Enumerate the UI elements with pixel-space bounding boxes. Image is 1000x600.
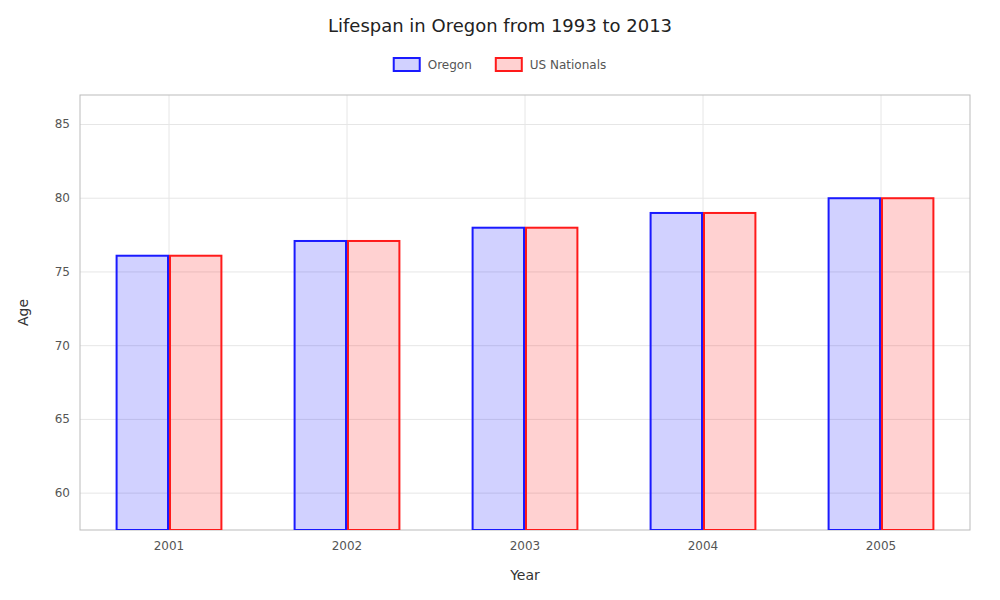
y-axis-label: Age	[15, 299, 31, 326]
bar	[651, 213, 702, 530]
x-tick-label: 2003	[510, 539, 541, 553]
bar	[882, 198, 933, 530]
bar	[704, 213, 755, 530]
x-tick-label: 2004	[688, 539, 719, 553]
y-tick-label: 85	[55, 117, 70, 131]
bar	[348, 241, 399, 530]
x-tick-label: 2001	[154, 539, 185, 553]
x-tick-label: 2005	[866, 539, 897, 553]
legend-swatch	[496, 58, 522, 71]
bar	[473, 228, 524, 530]
y-tick-label: 75	[55, 265, 70, 279]
bars	[117, 198, 934, 530]
x-axis-label: Year	[509, 567, 540, 583]
bar	[829, 198, 880, 530]
y-tick-label: 60	[55, 486, 70, 500]
legend: Oregon US Nationals	[394, 58, 607, 72]
chart-container: 60 65 70 75 80 85 2001 2002 2003 2004 2005 Year Age L…	[0, 0, 1000, 600]
y-tick-label: 70	[55, 339, 70, 353]
plot-frame	[80, 95, 970, 530]
bar	[295, 241, 346, 530]
bar	[526, 228, 577, 530]
bar	[117, 256, 168, 530]
y-tick-label: 80	[55, 191, 70, 205]
legend-label: Oregon	[428, 58, 472, 72]
bar	[170, 256, 221, 530]
chart-title: Lifespan in Oregon from 1993 to 2013	[328, 15, 672, 36]
legend-swatch	[394, 58, 420, 71]
legend-label: US Nationals	[530, 58, 606, 72]
x-tick-label: 2002	[332, 539, 363, 553]
y-tick-label: 65	[55, 412, 70, 426]
chart-svg: 60 65 70 75 80 85 2001 2002 2003 2004 2005 Year Age L…	[0, 0, 1000, 600]
